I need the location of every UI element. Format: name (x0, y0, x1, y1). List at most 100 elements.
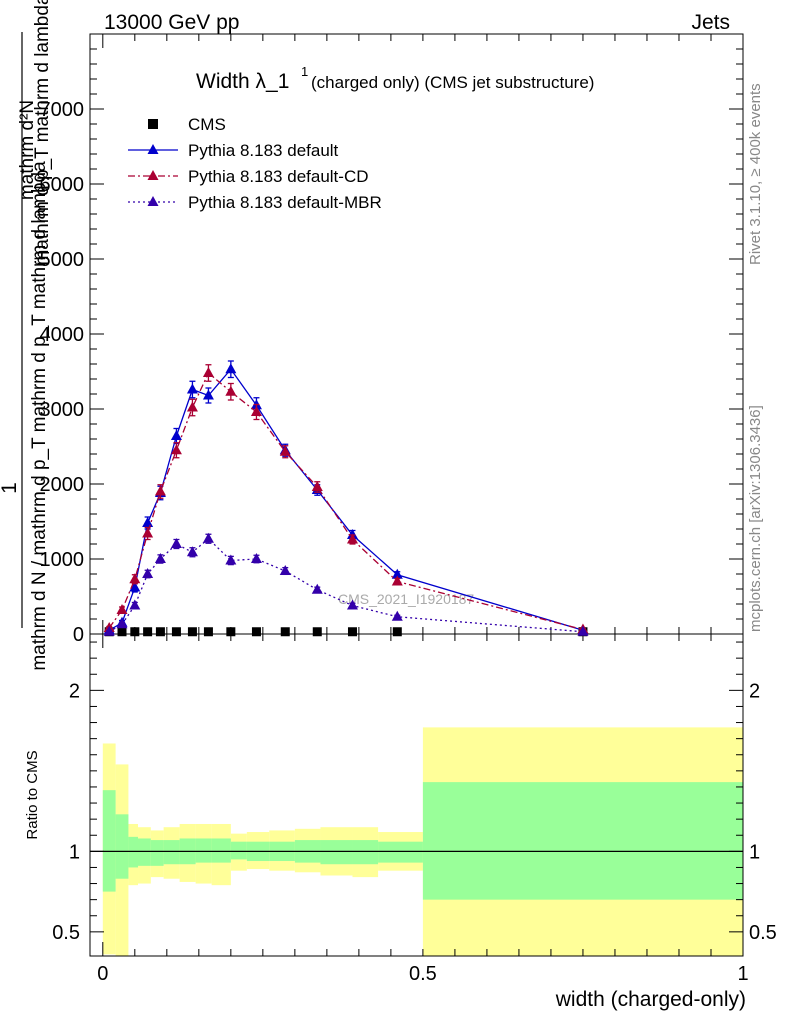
ratio-stat-band (320, 840, 353, 865)
ratio-stat-band (150, 840, 164, 866)
series-line (108, 537, 584, 633)
main-ytick-label: 5000 (40, 249, 85, 271)
series-point (279, 445, 291, 456)
series-point (225, 385, 237, 396)
series-point (154, 553, 166, 563)
energy-label: 13000 GeV pp (104, 11, 239, 34)
title-superscript: 1 (301, 64, 308, 79)
series-point (186, 383, 198, 394)
legend-item: Pythia 8.183 default-MBR (128, 193, 382, 212)
series-point (250, 553, 262, 563)
ratio-ytick-label-right: 0.5 (749, 922, 777, 944)
cms-point (187, 627, 197, 637)
title-main: Width λ_1 (196, 70, 289, 93)
cms-point (155, 627, 165, 637)
series-point (170, 444, 182, 455)
legend: CMS Pythia 8.183 default Pythia 8.183 defa… (128, 115, 382, 212)
series-point (116, 604, 128, 614)
legend-item: CMS (148, 115, 226, 134)
series-point (129, 573, 141, 584)
series-point (391, 610, 403, 621)
category-label: Jets (691, 11, 730, 34)
series-point (129, 581, 141, 592)
title-rest: (charged only) (CMS jet substructure) (311, 73, 594, 92)
series-point (154, 485, 166, 496)
series-point (142, 517, 154, 527)
y-label-right-part: mathrm d p_T mathrm d lambda (32, 0, 53, 266)
series-point (391, 568, 403, 579)
cms-point (251, 627, 261, 637)
series-3 (103, 532, 589, 636)
legend-item: Pythia 8.183 default (128, 141, 339, 160)
main-ytick-label: 4000 (40, 324, 85, 346)
analysis-watermark: CMS_2021_I1920187 (338, 591, 474, 607)
plot-title: Width λ_1 1 (charged only) (CMS jet subs… (196, 64, 594, 93)
series-point (129, 599, 141, 610)
ratio-ytick-label: 0.5 (52, 922, 80, 944)
x-tick-label: 0.5 (409, 963, 437, 985)
main-ytick-label: 2000 (40, 474, 85, 496)
series-point (142, 527, 154, 538)
main-ytick-label: 6000 (40, 174, 85, 196)
legend-label: Pythia 8.183 default (188, 141, 339, 160)
cms-point (171, 627, 181, 637)
ratio-stat-band (230, 841, 247, 860)
series-point (202, 389, 214, 400)
series-point (116, 618, 128, 629)
series-point (170, 430, 182, 440)
series-point (225, 554, 237, 565)
cms-point (203, 627, 213, 637)
series-point (225, 363, 237, 374)
series-point (391, 575, 403, 586)
ratio-stat-band (115, 814, 129, 879)
ratio-stat-band (163, 840, 180, 865)
series-point (186, 546, 198, 557)
y-label-denominator: mathrm d N / mathrm d p_T mathrm d p_T m… (29, 161, 50, 671)
series-point (346, 533, 358, 544)
series-point (142, 568, 154, 578)
ratio-stat-band (195, 838, 212, 863)
ratio-ytick-label-right: 2 (749, 680, 760, 702)
cms-point (226, 627, 236, 637)
ratio-stat-band (138, 838, 151, 866)
x-tick-label: 0 (97, 963, 108, 985)
series-point (170, 538, 182, 548)
cms-point (280, 627, 290, 637)
series-point (311, 481, 323, 491)
cms-point (143, 627, 153, 637)
ratio-stat-band (211, 838, 231, 863)
main-ytick-label: 0 (73, 624, 84, 646)
ratio-ytick-label: 2 (69, 680, 80, 702)
ratio-stat-band (352, 840, 379, 865)
y-label-one: 1 (0, 482, 21, 494)
main-ytick-label: 7000 (40, 99, 85, 121)
ratio-bands (90, 727, 743, 956)
ratio-ytick-label-right: 1 (749, 841, 760, 863)
x-tick-label: 1 (737, 963, 748, 985)
series-0 (104, 627, 588, 637)
cms-point (130, 627, 140, 637)
ratio-axes: 0.5 0.51 12 20 0.5 1 (52, 634, 777, 985)
series-point (202, 367, 214, 377)
rivet-version-label: Rivet 3.1.10, ≥ 400k events (747, 83, 764, 265)
ratio-stat-band (422, 782, 743, 900)
ratio-stat-band (102, 790, 116, 892)
cms-point (312, 627, 322, 637)
series-point (311, 583, 323, 594)
cms-point (117, 627, 127, 637)
series-point (202, 532, 214, 543)
series-layer (103, 360, 589, 637)
main-axes: 0 1000 2000 3000 4000 5000 6000 7000 (40, 34, 744, 646)
legend-item: Pythia 8.183 default-CD (128, 167, 369, 186)
main-ytick-label: 3000 (40, 399, 85, 421)
series-point (103, 625, 115, 636)
x-axis-label: width (charged-only) (555, 988, 746, 1011)
series-point (577, 625, 589, 636)
series-point (346, 599, 358, 610)
main-ytick-label: 1000 (40, 549, 85, 571)
mcplots-label: mcplots.cern.ch [arXiv:1306.3436] (747, 405, 764, 632)
legend-label: Pythia 8.183 default-CD (188, 167, 369, 186)
series-point (279, 565, 291, 575)
ratio-ytick-label: 1 (69, 841, 80, 863)
